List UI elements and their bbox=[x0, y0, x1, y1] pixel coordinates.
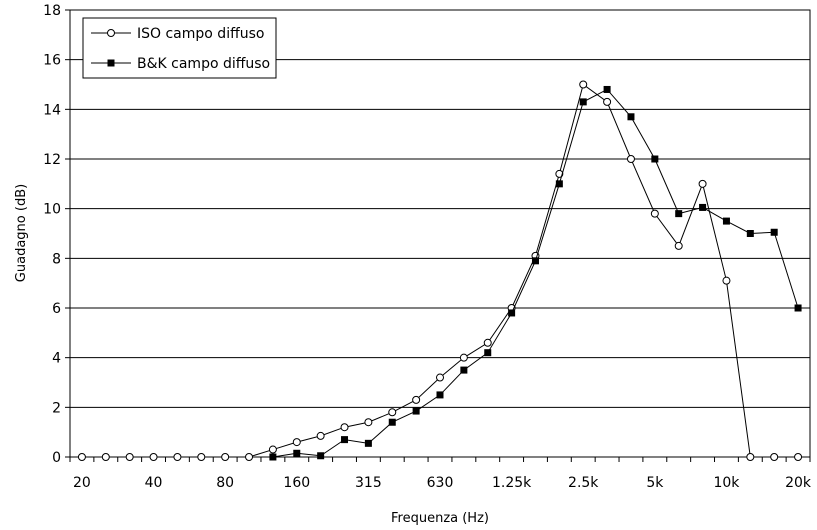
x-tick-label: 40 bbox=[145, 475, 163, 491]
data-point bbox=[746, 230, 754, 237]
legend-label-bk: B&K campo diffuso bbox=[137, 56, 270, 72]
x-tick-label: 10k bbox=[713, 475, 740, 491]
data-point bbox=[364, 418, 373, 427]
data-point bbox=[460, 366, 468, 374]
data-point bbox=[603, 85, 611, 93]
x-tick-label: 80 bbox=[216, 475, 234, 491]
data-point bbox=[245, 453, 254, 461]
y-tick-label: 12 bbox=[43, 152, 61, 168]
legend-label-iso: ISO campo diffuso bbox=[137, 26, 264, 42]
data-point bbox=[555, 180, 563, 188]
y-axis-title: Guadagno (dB) bbox=[14, 184, 29, 282]
data-point bbox=[436, 391, 444, 399]
data-point bbox=[101, 453, 110, 461]
data-point bbox=[555, 169, 564, 178]
data-point bbox=[746, 453, 755, 461]
x-axis-title: Frequenza (Hz) bbox=[391, 511, 489, 526]
data-point bbox=[388, 408, 397, 417]
legend: ISO campo diffuso B&K campo diffuso bbox=[82, 17, 277, 79]
legend-box bbox=[82, 17, 277, 79]
data-point bbox=[412, 407, 420, 415]
data-point bbox=[484, 349, 492, 357]
data-point bbox=[794, 304, 802, 312]
data-point bbox=[651, 155, 659, 163]
x-tick-label: 630 bbox=[427, 475, 454, 491]
legend-marker-iso bbox=[107, 29, 115, 37]
y-tick-label: 4 bbox=[52, 351, 61, 367]
data-point bbox=[197, 453, 206, 461]
data-point bbox=[412, 395, 421, 404]
gridlines bbox=[70, 59, 810, 408]
data-point bbox=[722, 276, 731, 285]
plot-area bbox=[69, 9, 811, 458]
data-point bbox=[770, 228, 778, 236]
y-tick-label: 6 bbox=[52, 301, 61, 317]
y-tick-label: 18 bbox=[43, 3, 61, 19]
y-axis: 0 2 4 6 8 10 12 14 16 18 bbox=[43, 3, 70, 466]
data-point bbox=[722, 217, 730, 225]
x-tick-label: 20k bbox=[785, 475, 812, 491]
data-point bbox=[221, 453, 230, 461]
data-point bbox=[149, 453, 158, 461]
data-point bbox=[269, 453, 277, 461]
data-point bbox=[626, 155, 635, 163]
data-point bbox=[292, 438, 301, 447]
data-point bbox=[316, 431, 325, 440]
y-tick-label: 8 bbox=[52, 251, 61, 267]
x-tick-label: 160 bbox=[283, 475, 310, 491]
data-point bbox=[674, 241, 683, 250]
x-tick-label: 20 bbox=[73, 475, 91, 491]
y-tick-label: 10 bbox=[43, 202, 61, 218]
x-tick-label: 5k bbox=[646, 475, 664, 491]
y-tick-label: 14 bbox=[43, 102, 61, 118]
data-point bbox=[125, 453, 134, 461]
data-point bbox=[770, 453, 779, 461]
data-point bbox=[627, 113, 635, 121]
data-point bbox=[699, 203, 707, 211]
data-point bbox=[508, 309, 516, 317]
y-tick-label: 16 bbox=[43, 53, 61, 69]
data-point bbox=[77, 453, 86, 461]
x-tick-label: 315 bbox=[355, 475, 382, 491]
x-tick-label: 1.25k bbox=[492, 475, 532, 491]
data-point bbox=[293, 449, 301, 457]
data-point bbox=[698, 179, 707, 188]
data-point bbox=[483, 338, 492, 347]
y-tick-label: 2 bbox=[52, 400, 61, 416]
data-point bbox=[650, 209, 659, 218]
data-point bbox=[388, 418, 396, 426]
legend-marker-bk bbox=[107, 59, 115, 67]
data-point bbox=[268, 445, 277, 454]
data-point bbox=[317, 452, 325, 460]
series-layer bbox=[77, 80, 803, 461]
data-point bbox=[364, 439, 372, 447]
data-point bbox=[579, 80, 588, 89]
series-bk bbox=[269, 85, 802, 461]
data-point bbox=[794, 453, 803, 461]
x-tick-label: 2.5k bbox=[568, 475, 599, 491]
data-point bbox=[531, 257, 539, 265]
data-point bbox=[675, 210, 683, 218]
data-point bbox=[341, 436, 349, 444]
data-point bbox=[173, 453, 182, 461]
data-point bbox=[459, 353, 468, 362]
data-point bbox=[579, 98, 587, 106]
series-iso bbox=[77, 80, 803, 461]
data-point bbox=[603, 97, 612, 106]
y-tick-label: 0 bbox=[52, 450, 61, 466]
data-point bbox=[436, 373, 444, 382]
data-point bbox=[340, 423, 349, 432]
x-axis: 20 40 80 160 315 630 1.25k 2.5k 5k 10k 20k bbox=[69, 457, 812, 491]
